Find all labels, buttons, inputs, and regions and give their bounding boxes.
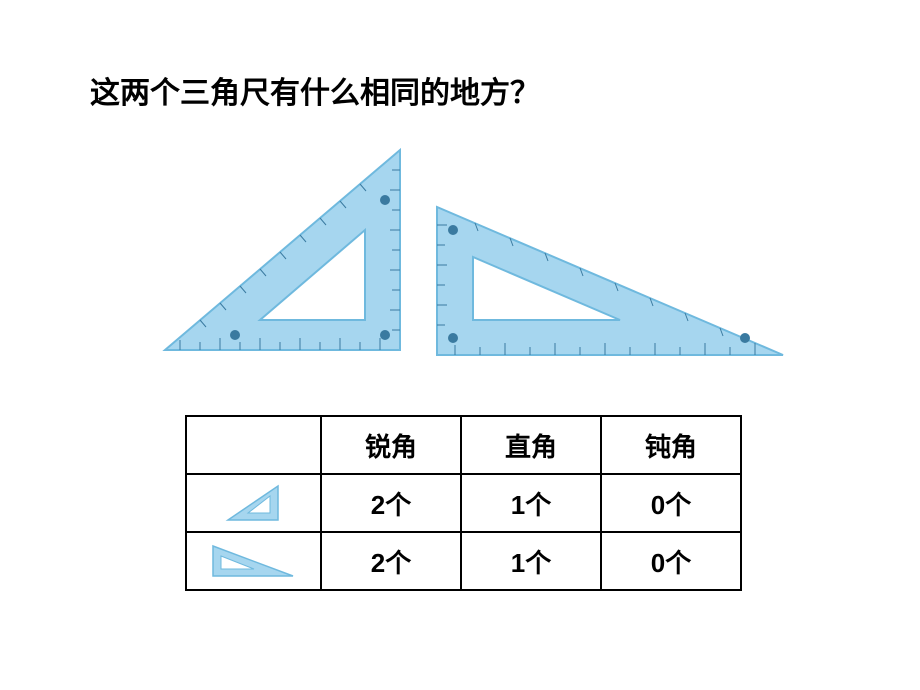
header-obtuse: 钝角: [601, 416, 741, 474]
mini-triangle-30-icon: [209, 542, 299, 580]
header-empty: [186, 416, 321, 474]
triangle-30-icon: [425, 195, 795, 370]
cell-value: 0个: [601, 474, 741, 532]
table-header-row: 锐角 直角 钝角: [186, 416, 741, 474]
cell-value: 2个: [321, 474, 461, 532]
cell-value: 1个: [461, 474, 601, 532]
triangle-45-icon: [150, 140, 415, 365]
cell-value: 0个: [601, 532, 741, 590]
row-icon-tri45: [186, 474, 321, 532]
table-row: 2个 1个 0个: [186, 474, 741, 532]
angle-count-table: 锐角 直角 钝角 2个 1个 0个 2个 1个: [185, 415, 742, 591]
row-icon-tri30: [186, 532, 321, 590]
header-acute: 锐角: [321, 416, 461, 474]
question-text: 这两个三角尺有什么相同的地方？: [90, 68, 540, 112]
mini-triangle-45-icon: [224, 482, 284, 524]
cell-value: 2个: [321, 532, 461, 590]
table-row: 2个 1个 0个: [186, 532, 741, 590]
triangle-illustrations: [150, 140, 790, 380]
cell-value: 1个: [461, 532, 601, 590]
header-right: 直角: [461, 416, 601, 474]
